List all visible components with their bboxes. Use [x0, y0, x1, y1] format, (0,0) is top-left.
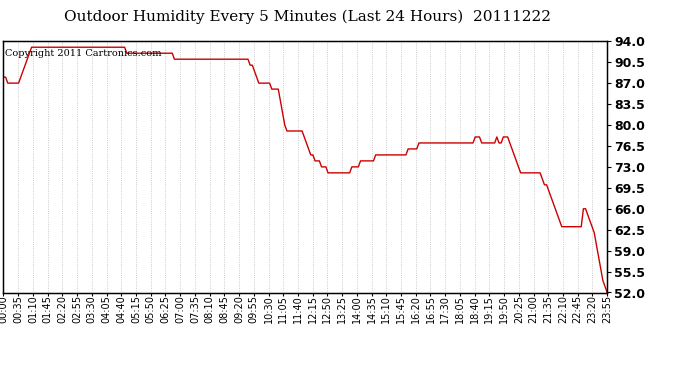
- Text: Outdoor Humidity Every 5 Minutes (Last 24 Hours)  20111222: Outdoor Humidity Every 5 Minutes (Last 2…: [63, 9, 551, 24]
- Text: Copyright 2011 Cartronics.com: Copyright 2011 Cartronics.com: [5, 49, 161, 58]
